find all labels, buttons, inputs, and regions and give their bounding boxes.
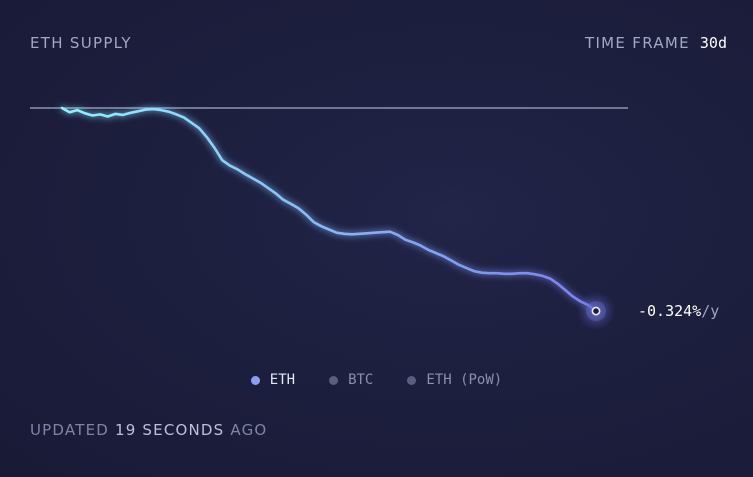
timeframe-control: TIME FRAME 30d <box>585 34 727 52</box>
series-line-eth <box>60 106 598 313</box>
chart-legend: ETH BTC ETH (PoW) <box>0 372 753 388</box>
legend-item-eth[interactable]: ETH <box>250 372 296 388</box>
updated-status: UPDATED 19 SECONDS AGO <box>30 421 267 439</box>
legend-dot-icon <box>250 375 260 385</box>
end-point-marker <box>591 306 601 316</box>
updated-suffix: AGO <box>230 421 268 439</box>
timeframe-label: TIME FRAME <box>585 34 690 52</box>
legend-label: BTC <box>348 372 374 388</box>
chart-title: ETH SUPPLY <box>30 34 132 52</box>
legend-dot-icon <box>329 375 339 385</box>
legend-label: ETH <box>269 372 296 388</box>
updated-prefix: UPDATED <box>30 421 109 439</box>
legend-label: ETH (PoW) <box>426 372 503 388</box>
timeframe-value-button[interactable]: 30d <box>699 34 727 52</box>
legend-item-eth-pow[interactable]: ETH (PoW) <box>407 372 502 388</box>
legend-item-btc[interactable]: BTC <box>329 372 373 388</box>
updated-value: 19 SECONDS <box>114 421 225 439</box>
legend-dot-icon <box>407 375 417 385</box>
supply-chart: -0.324%/y <box>30 106 719 331</box>
end-value-label: -0.324%/y <box>638 302 719 320</box>
